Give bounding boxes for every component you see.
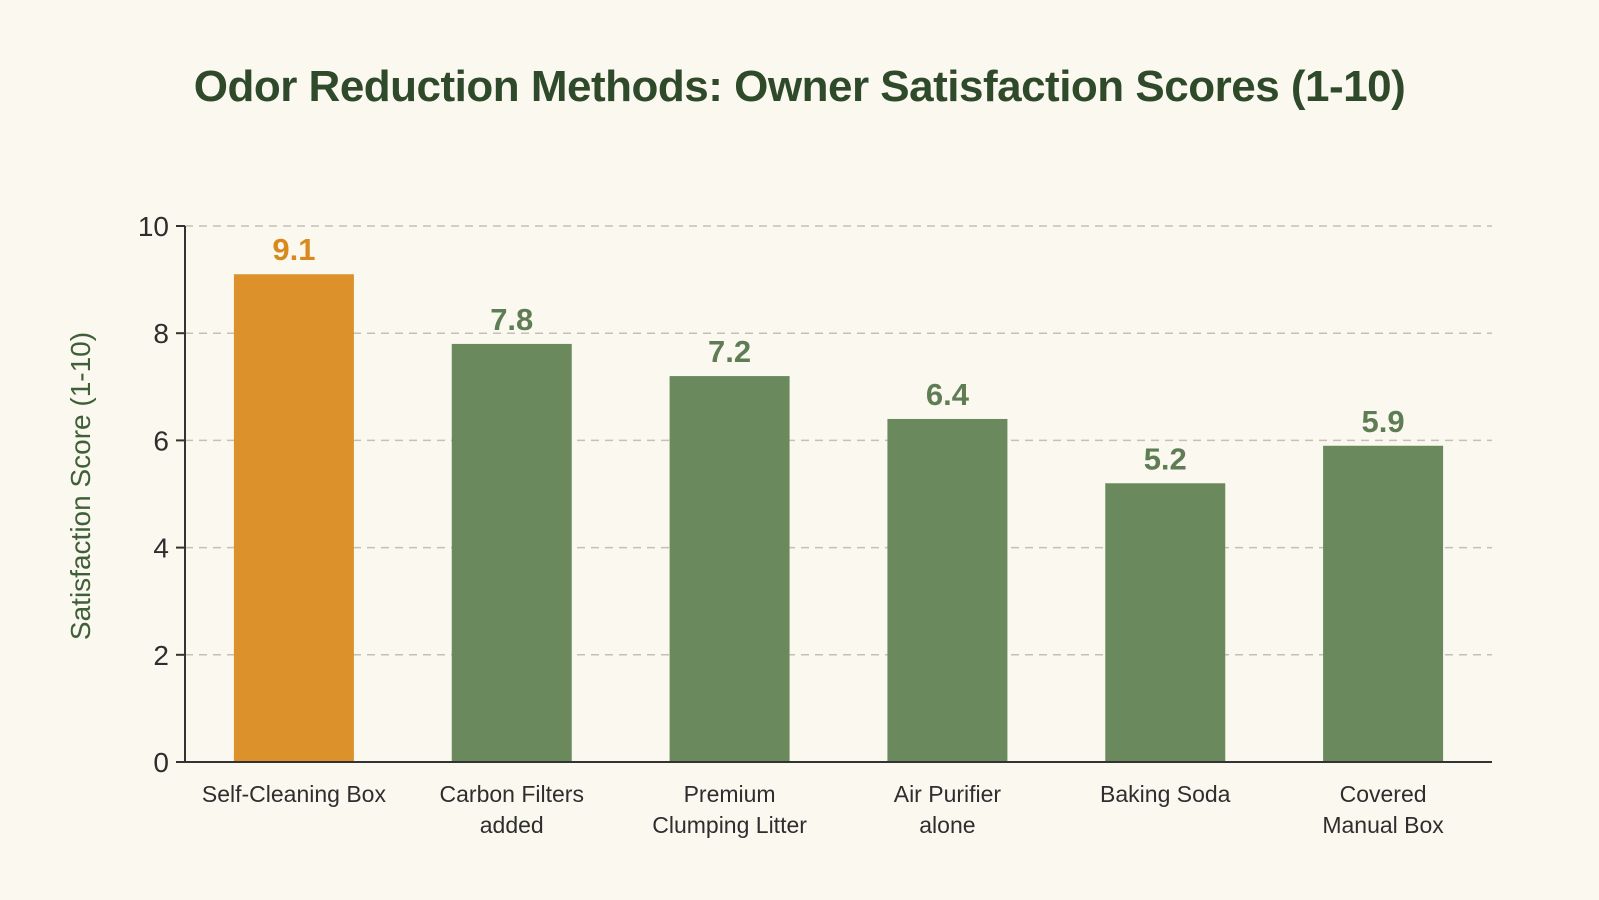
y-tick-label: 10 [138, 211, 169, 242]
y-tick-label: 4 [153, 533, 169, 564]
y-tick-label: 0 [153, 747, 169, 778]
x-category-label: Premium Clumping Litter [652, 781, 807, 838]
x-category-label: Baking Soda [1100, 781, 1231, 807]
bar [451, 343, 572, 762]
chart-title: Odor Reduction Methods: Owner Satisfacti… [193, 62, 1406, 111]
bar [233, 274, 354, 762]
bar-value-label: 9.1 [272, 232, 315, 267]
bar-value-label: 7.2 [708, 334, 751, 369]
y-axis-label: Satisfaction Score (1-10) [65, 332, 96, 640]
x-category-label: Air Purifier alone [894, 781, 1002, 838]
x-category-label: Covered Manual Box [1322, 781, 1444, 838]
bar [887, 418, 1008, 762]
x-category-label: Self-Cleaning Box [202, 781, 387, 807]
bar-value-label: 5.9 [1362, 404, 1405, 439]
y-tick-label: 6 [153, 425, 169, 456]
bar [1323, 445, 1444, 762]
bar [1105, 483, 1226, 762]
grid-lines [185, 225, 1492, 656]
x-category-label: Carbon Filters added [440, 781, 584, 838]
y-tick-label: 2 [153, 640, 169, 671]
bars [233, 274, 1444, 762]
y-tick-label: 8 [153, 318, 169, 349]
bar-value-label: 5.2 [1144, 441, 1187, 476]
bar-value-label: 7.8 [490, 302, 533, 337]
labels: 0 2 4 6 8 10 9.1 Self-Cleaning Box 7.8 Carbon Fil… [138, 211, 1444, 838]
axes [176, 225, 1492, 763]
bar [669, 376, 790, 762]
bar-value-label: 6.4 [926, 377, 970, 412]
